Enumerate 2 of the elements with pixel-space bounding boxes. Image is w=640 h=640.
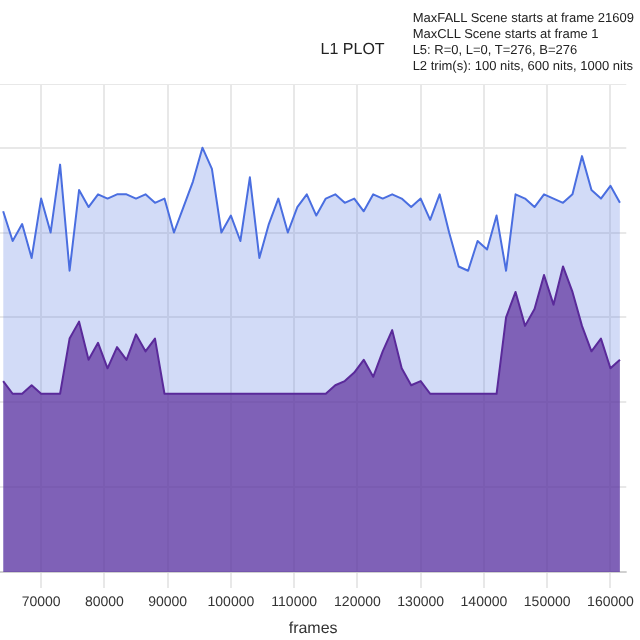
x-axis-title: frames <box>288 618 338 637</box>
chart-title: L1 PLOT <box>320 40 385 58</box>
